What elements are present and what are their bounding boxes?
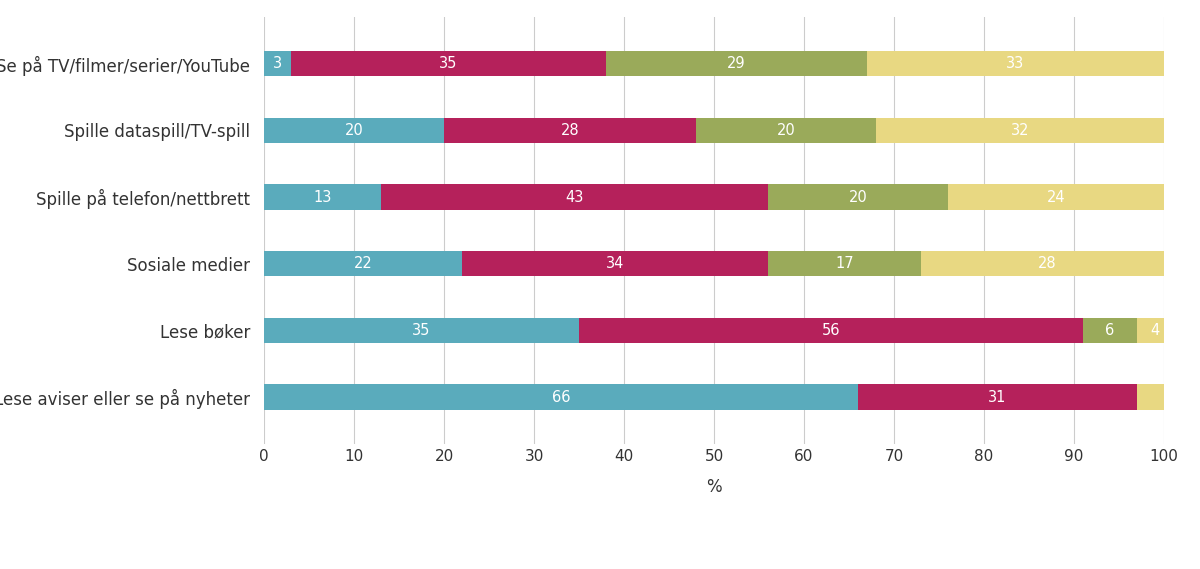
Text: 56: 56 [822,323,840,338]
Bar [1138,385,1200,410]
Text: 17: 17 [835,256,854,271]
Text: 34: 34 [606,256,624,271]
Bar [580,318,1084,343]
Text: 29: 29 [727,56,746,71]
X-axis label: %: % [706,479,722,496]
Text: 20: 20 [776,123,796,138]
Bar [444,118,696,143]
Bar [264,385,858,410]
Bar [768,184,948,210]
Bar [264,118,444,143]
Bar [858,385,1138,410]
Bar [264,184,382,210]
Bar [922,251,1174,277]
Text: 20: 20 [344,123,364,138]
Text: 33: 33 [1007,56,1025,71]
Text: 3: 3 [272,56,282,71]
Text: 43: 43 [565,189,583,205]
Text: 31: 31 [989,390,1007,405]
Text: 28: 28 [1038,256,1056,271]
Text: 28: 28 [560,123,580,138]
Bar [948,184,1164,210]
Bar [382,184,768,210]
Bar [768,251,922,277]
Text: 22: 22 [354,256,372,271]
Bar [292,51,606,76]
Bar [606,51,866,76]
Bar [876,118,1164,143]
Text: 24: 24 [1046,189,1066,205]
Text: 4: 4 [1151,323,1159,338]
Bar [264,51,292,76]
Text: 20: 20 [848,189,868,205]
Text: 32: 32 [1010,123,1030,138]
Text: 13: 13 [313,189,331,205]
Bar [1138,318,1174,343]
Text: 35: 35 [439,56,457,71]
Bar [1084,318,1138,343]
Bar [264,251,462,277]
Text: 6: 6 [1105,323,1115,338]
Bar [696,118,876,143]
Text: 66: 66 [552,390,570,405]
Text: 35: 35 [413,323,431,338]
Bar [462,251,768,277]
Bar [264,318,580,343]
Bar [866,51,1164,76]
